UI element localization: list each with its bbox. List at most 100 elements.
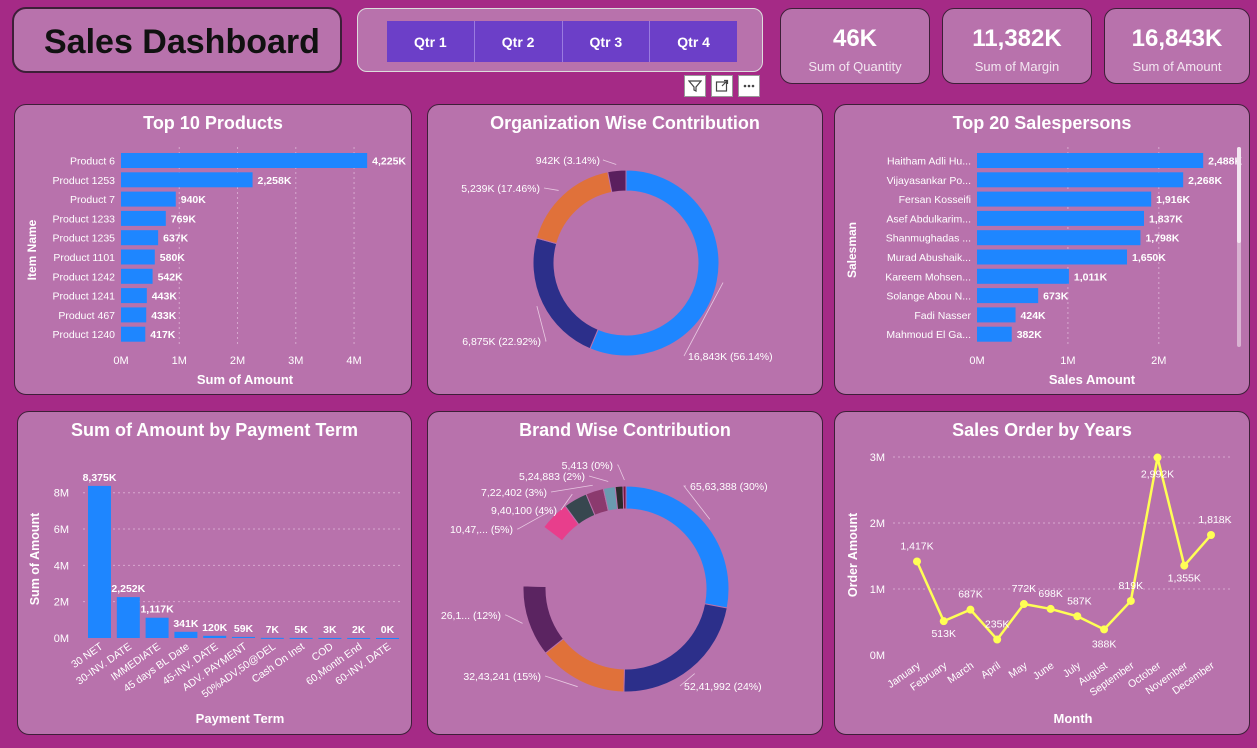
data-label: 772K (1012, 583, 1037, 595)
scrollbar-thumb[interactable] (1237, 147, 1241, 243)
leader-line (543, 187, 559, 191)
y-tick-label: 2M (870, 518, 885, 530)
kpi-label: Sum of Quantity (808, 59, 902, 74)
data-label: 59K (234, 623, 254, 635)
bar (977, 210, 1144, 226)
data-point (1153, 453, 1162, 462)
leader-line (617, 464, 625, 481)
data-label: 673K (1043, 291, 1069, 303)
bar (977, 191, 1152, 207)
category-label: May (1006, 659, 1030, 681)
data-label: 542K (158, 271, 184, 283)
top20-salespersons-panel: Top 20 Salespersons 0M 1M 2M Haitham Adli H… (834, 104, 1250, 395)
brand-contribution-chart: 65,63,388 (30%) 52,41,992 (24%) 32,43,241 … (441, 460, 768, 693)
x-tick-label: 0M (113, 355, 128, 367)
focus-mode-icon[interactable] (711, 75, 733, 97)
leader-line (602, 159, 617, 165)
data-label: 7K (266, 624, 280, 636)
org-contribution-panel: Organization Wise Contribution 16,843K (… (427, 104, 823, 395)
data-label: 587K (1067, 595, 1092, 607)
top20-salespersons-chart: 0M 1M 2M Haitham Adli Hu... 2,488K Vijayasank… (845, 147, 1242, 387)
bar (203, 635, 227, 638)
data-label: 940K (181, 194, 207, 206)
bar (977, 326, 1012, 342)
qtr-3-button[interactable]: Qtr 3 (562, 21, 651, 62)
more-options-icon[interactable] (738, 75, 760, 97)
category-label: Product 1241 (53, 291, 116, 303)
data-label: 0K (381, 624, 395, 636)
x-tick-label: 1M (1060, 355, 1075, 367)
category-label: Kareem Mohsen... (885, 271, 971, 283)
category-label: Fersan Kosseifi (899, 194, 971, 206)
chart-title: Sales Order by Years (952, 420, 1132, 440)
data-label: 433K (151, 310, 177, 322)
bar (977, 153, 1204, 168)
leader-line (683, 282, 724, 357)
kpi-value: 11,382K (972, 25, 1062, 52)
payment-term-panel: Sum of Amount by Payment Term 0M 2M 4M 6M 8M… (17, 411, 412, 735)
bar (121, 326, 146, 342)
x-axis-title: Sales Amount (1049, 372, 1136, 387)
leader-line (517, 511, 550, 530)
data-point (1126, 596, 1135, 605)
category-label: Asef Abdulkarim... (886, 213, 971, 225)
category-label: Murad Abushaik... (887, 252, 971, 264)
data-label: 235K (985, 618, 1010, 630)
data-point (1100, 625, 1109, 634)
donut-slice (589, 169, 720, 357)
y-tick-label: 4M (54, 560, 69, 572)
quarter-slicer[interactable]: Qtr 1 Qtr 2 Qtr 3 Qtr 4 (357, 8, 763, 72)
category-label: Fadi Nasser (914, 310, 971, 322)
slice-label: 16,843K (56.14%) (688, 351, 773, 363)
bar (121, 249, 155, 265)
data-label: 1,818K (1198, 514, 1231, 526)
data-point (1046, 604, 1055, 613)
leader-line (536, 306, 547, 342)
leader-line (550, 484, 593, 493)
y-axis-title: Salesman (845, 222, 859, 278)
slice-label: 5,239K (17.46%) (461, 183, 540, 195)
bar (121, 288, 147, 304)
qtr-1-button[interactable]: Qtr 1 (387, 21, 475, 62)
qtr-2-button[interactable]: Qtr 2 (474, 21, 563, 62)
x-axis-title: Month (1054, 711, 1093, 726)
y-tick-label: 0M (54, 633, 69, 645)
qtr-4-button[interactable]: Qtr 4 (650, 21, 737, 62)
data-point (913, 557, 921, 566)
bar (121, 230, 159, 246)
data-label: 1,011K (1074, 271, 1108, 283)
data-label: 1,798K (1145, 233, 1179, 245)
data-label: 388K (1092, 638, 1117, 650)
category-label: Product 1235 (53, 233, 116, 245)
scrollbar[interactable] (1237, 147, 1241, 347)
x-tick-label: 2M (1151, 355, 1166, 367)
data-label: 2,268K (1188, 175, 1222, 187)
bar (977, 172, 1184, 188)
slice-label: 9,40,100 (4%) (491, 505, 557, 517)
sales-by-years-chart: 0M1M2M3M1,417KJanuary513KFebruary687KMar… (846, 452, 1232, 726)
data-point (1019, 600, 1028, 609)
sales-by-years-panel: Sales Order by Years 0M 1M 2M 3M 1,417K Janua… (834, 411, 1250, 735)
data-label: 5K (294, 624, 308, 636)
bar (232, 636, 255, 638)
category-label: Vijayasankar Po... (887, 175, 971, 187)
bar (977, 307, 1016, 323)
slice-label: 32,43,241 (15%) (463, 671, 541, 683)
filter-icon[interactable] (684, 75, 706, 97)
category-label: Shanmughadas ... (886, 233, 971, 245)
bar (88, 485, 111, 638)
data-label: 341K (173, 618, 199, 630)
donut-slice (625, 485, 730, 609)
data-label: 1,417K (900, 540, 933, 552)
donut-slice (535, 171, 613, 245)
data-point (966, 605, 975, 614)
bar (121, 191, 176, 207)
bar (145, 617, 169, 638)
y-tick-label: 3M (870, 452, 885, 464)
data-label: 3K (323, 624, 337, 636)
category-label: Product 1240 (53, 329, 116, 341)
data-label: 687K (958, 589, 983, 601)
data-label: 417K (150, 329, 176, 341)
y-tick-label: 8M (54, 488, 69, 500)
y-tick-label: 1M (870, 584, 885, 596)
